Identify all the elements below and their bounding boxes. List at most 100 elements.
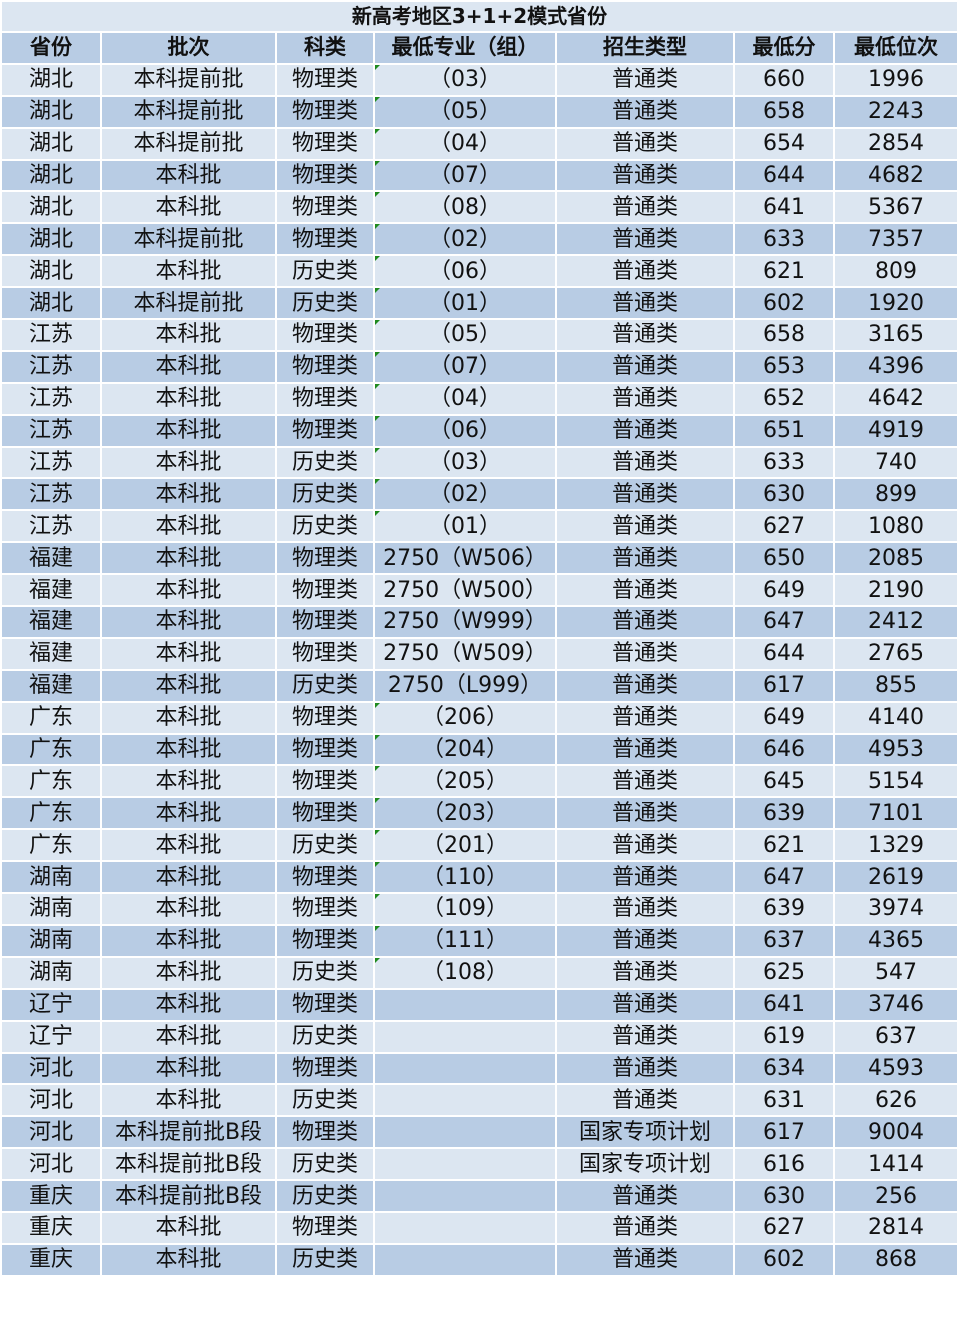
- cell-enrollment-type: 普通类: [555, 1179, 735, 1213]
- cell-major-group: （03）: [373, 62, 557, 97]
- cell-min-rank: 2765: [832, 636, 957, 671]
- cell-subject: 历史类: [275, 668, 375, 703]
- cell-province: 江苏: [0, 509, 102, 544]
- cell-enrollment-type: 普通类: [555, 477, 735, 512]
- cell-major-group: （05）: [373, 94, 557, 129]
- cell-min-rank: 1329: [832, 828, 957, 863]
- cell-province: 湖北: [0, 126, 102, 161]
- cell-batch: 本科批: [100, 1242, 277, 1277]
- cell-subject: 历史类: [275, 254, 375, 289]
- cell-batch: 本科批: [100, 158, 277, 193]
- table-row: 河北 本科批 物理类 普通类 634 4593: [0, 1051, 957, 1086]
- cell-major-group: [373, 1019, 557, 1054]
- cell-province: 福建: [0, 541, 102, 576]
- table-row: 江苏 本科批 物理类 （04） 普通类 652 4642: [0, 381, 957, 416]
- cell-subject: 物理类: [275, 636, 375, 671]
- header-row: 省份 批次 科类 最低专业（组） 招生类型 最低分 最低位次: [0, 31, 957, 65]
- cell-enrollment-type: 普通类: [555, 445, 735, 480]
- table-row: 湖北 本科提前批 物理类 （03） 普通类 660 1996: [0, 62, 957, 97]
- table-row: 福建 本科批 物理类 2750（W506） 普通类 650 2085: [0, 541, 957, 576]
- header-subject: 科类: [275, 31, 375, 65]
- cell-enrollment-type: 普通类: [555, 1051, 735, 1086]
- cell-batch: 本科批: [100, 923, 277, 958]
- cell-min-score: 639: [733, 796, 835, 831]
- cell-enrollment-type: 普通类: [555, 700, 735, 735]
- cell-enrollment-type: 普通类: [555, 286, 735, 321]
- cell-province: 江苏: [0, 445, 102, 480]
- cell-enrollment-type: 普通类: [555, 1242, 735, 1277]
- cell-subject: 历史类: [275, 1242, 375, 1277]
- cell-major-group: （02）: [373, 222, 557, 257]
- cell-major-group: （206）: [373, 700, 557, 735]
- cell-batch: 本科批: [100, 573, 277, 608]
- cell-batch: 本科提前批B段: [100, 1115, 277, 1150]
- cell-enrollment-type: 普通类: [555, 764, 735, 799]
- table-row: 重庆 本科提前批B段 历史类 普通类 630 256: [0, 1179, 957, 1213]
- cell-batch: 本科批: [100, 1210, 277, 1245]
- cell-subject: 历史类: [275, 1179, 375, 1213]
- cell-enrollment-type: 普通类: [555, 892, 735, 926]
- cell-major-group: （03）: [373, 445, 557, 480]
- cell-major-group: [373, 1115, 557, 1150]
- cell-major-group: [373, 1210, 557, 1245]
- cell-min-score: 646: [733, 732, 835, 767]
- cell-subject: 物理类: [275, 413, 375, 448]
- cell-min-score: 630: [733, 1179, 835, 1213]
- cell-province: 湖北: [0, 254, 102, 289]
- cell-subject: 物理类: [275, 222, 375, 257]
- cell-min-rank: 1996: [832, 62, 957, 97]
- table-row: 湖南 本科批 物理类 （109） 普通类 639 3974: [0, 892, 957, 926]
- cell-enrollment-type: 普通类: [555, 1083, 735, 1118]
- cell-province: 湖南: [0, 955, 102, 990]
- table-row: 湖北 本科批 物理类 （08） 普通类 641 5367: [0, 190, 957, 225]
- cell-subject: 物理类: [275, 892, 375, 926]
- cell-province: 辽宁: [0, 987, 102, 1022]
- cell-min-rank: 637: [832, 1019, 957, 1054]
- cell-major-group: （06）: [373, 413, 557, 448]
- cell-enrollment-type: 普通类: [555, 381, 735, 416]
- cell-batch: 本科提前批: [100, 62, 277, 97]
- cell-batch: 本科批: [100, 605, 277, 639]
- cell-major-group: （01）: [373, 286, 557, 321]
- cell-min-score: 647: [733, 860, 835, 895]
- table-row: 湖北 本科提前批 历史类 （01） 普通类 602 1920: [0, 286, 957, 321]
- cell-batch: 本科批: [100, 413, 277, 448]
- cell-enrollment-type: 普通类: [555, 860, 735, 895]
- cell-major-group: （07）: [373, 158, 557, 193]
- cell-major-group: [373, 987, 557, 1022]
- cell-batch: 本科批: [100, 636, 277, 671]
- table-row: 广东 本科批 历史类 （201） 普通类 621 1329: [0, 828, 957, 863]
- header-batch: 批次: [100, 31, 277, 65]
- cell-major-group: 2750（W500）: [373, 573, 557, 608]
- cell-province: 福建: [0, 636, 102, 671]
- cell-min-score: 649: [733, 700, 835, 735]
- cell-min-rank: 2243: [832, 94, 957, 129]
- cell-subject: 物理类: [275, 573, 375, 608]
- cell-min-score: 658: [733, 318, 835, 352]
- cell-province: 重庆: [0, 1210, 102, 1245]
- table-title: 新高考地区3+1+2模式省份: [0, 0, 957, 33]
- table-row: 江苏 本科批 物理类 （05） 普通类 658 3165: [0, 318, 957, 352]
- cell-min-rank: 868: [832, 1242, 957, 1277]
- cell-min-rank: 3974: [832, 892, 957, 926]
- table-row: 湖北 本科批 物理类 （07） 普通类 644 4682: [0, 158, 957, 193]
- table-row: 湖南 本科批 物理类 （111） 普通类 637 4365: [0, 923, 957, 958]
- table-row: 河北 本科提前批B段 物理类 国家专项计划 617 9004: [0, 1115, 957, 1150]
- table-row: 湖北 本科提前批 物理类 （04） 普通类 654 2854: [0, 126, 957, 161]
- cell-min-rank: 1920: [832, 286, 957, 321]
- cell-enrollment-type: 普通类: [555, 668, 735, 703]
- cell-subject: 历史类: [275, 286, 375, 321]
- cell-min-rank: 4682: [832, 158, 957, 193]
- header-enrollment-type: 招生类型: [555, 31, 735, 65]
- cell-subject: 历史类: [275, 828, 375, 863]
- cell-min-score: 660: [733, 62, 835, 97]
- cell-province: 湖南: [0, 860, 102, 895]
- cell-province: 湖北: [0, 286, 102, 321]
- table-row: 江苏 本科批 历史类 （01） 普通类 627 1080: [0, 509, 957, 544]
- cell-subject: 物理类: [275, 1051, 375, 1086]
- cell-province: 江苏: [0, 381, 102, 416]
- table-row: 辽宁 本科批 历史类 普通类 619 637: [0, 1019, 957, 1054]
- cell-min-score: 634: [733, 1051, 835, 1086]
- cell-batch: 本科提前批: [100, 126, 277, 161]
- cell-major-group: （205）: [373, 764, 557, 799]
